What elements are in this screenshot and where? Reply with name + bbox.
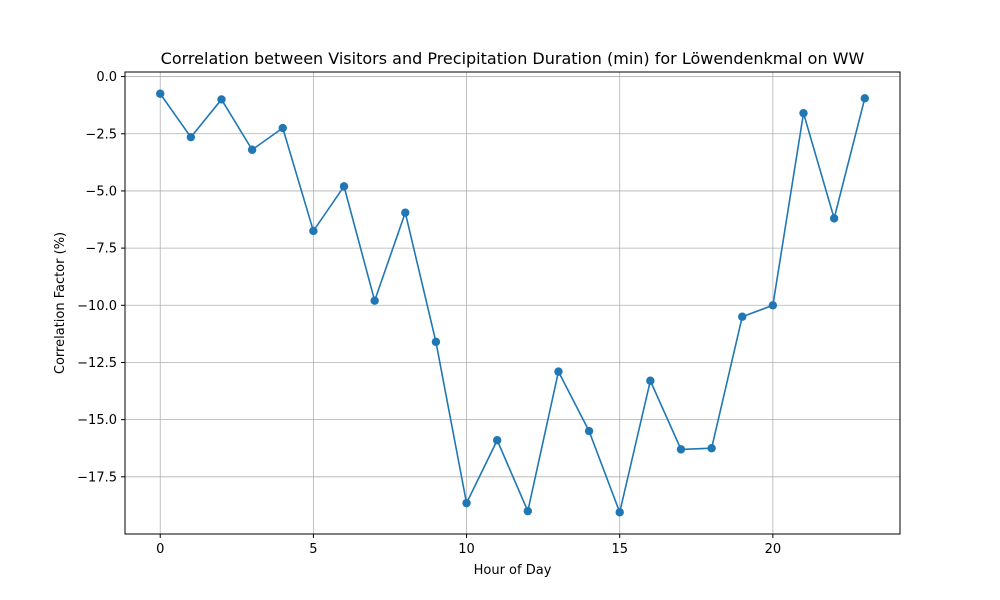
data-point xyxy=(156,89,165,98)
data-point xyxy=(278,123,287,133)
series-layer xyxy=(156,89,869,517)
data-point xyxy=(401,208,410,217)
data-point xyxy=(860,94,869,103)
y-tick-label: −15.0 xyxy=(77,413,117,428)
y-tick-label: −17.5 xyxy=(77,470,117,485)
data-point xyxy=(646,376,655,385)
y-tick-label: −5.0 xyxy=(85,184,117,199)
data-point xyxy=(554,367,563,376)
data-point xyxy=(431,337,441,347)
axis-ticks: 0 5 10 15 20 0.0 −2.5 −5.0 −7.5 −10.0 −12.5 −15.0 −1… xyxy=(77,70,781,557)
data-point xyxy=(523,506,533,516)
data-point xyxy=(799,108,808,118)
data-point xyxy=(339,182,349,191)
y-tick-label: −12.5 xyxy=(77,356,117,371)
data-point xyxy=(462,498,471,508)
data-point xyxy=(217,95,226,104)
y-axis-label: Correlation Factor (%) xyxy=(53,232,68,374)
data-point xyxy=(738,312,747,321)
data-point xyxy=(768,301,778,310)
data-point xyxy=(615,508,624,517)
y-tick-label: −10.0 xyxy=(77,299,117,314)
y-tick-label: 0.0 xyxy=(96,70,117,85)
data-point xyxy=(309,226,318,236)
x-axis-label: Hour of Day xyxy=(474,563,552,578)
y-tick-label: −7.5 xyxy=(85,242,117,257)
data-point xyxy=(707,444,716,453)
data-point xyxy=(370,296,379,305)
x-tick-label: 10 xyxy=(458,542,475,557)
x-tick-label: 5 xyxy=(309,542,317,557)
data-point xyxy=(492,436,502,445)
data-point xyxy=(186,132,196,142)
y-tick-label: −2.5 xyxy=(85,127,117,142)
x-tick-label: 20 xyxy=(765,542,782,557)
x-tick-label: 15 xyxy=(611,542,628,557)
data-point xyxy=(247,145,257,154)
chart-title: Correlation between Visitors and Precipi… xyxy=(161,49,865,68)
plot-area-frame xyxy=(124,71,901,535)
data-point xyxy=(584,426,594,436)
data-point xyxy=(829,214,839,223)
x-tick-label: 0 xyxy=(156,542,164,557)
data-point xyxy=(676,445,686,454)
series-line xyxy=(159,93,866,516)
